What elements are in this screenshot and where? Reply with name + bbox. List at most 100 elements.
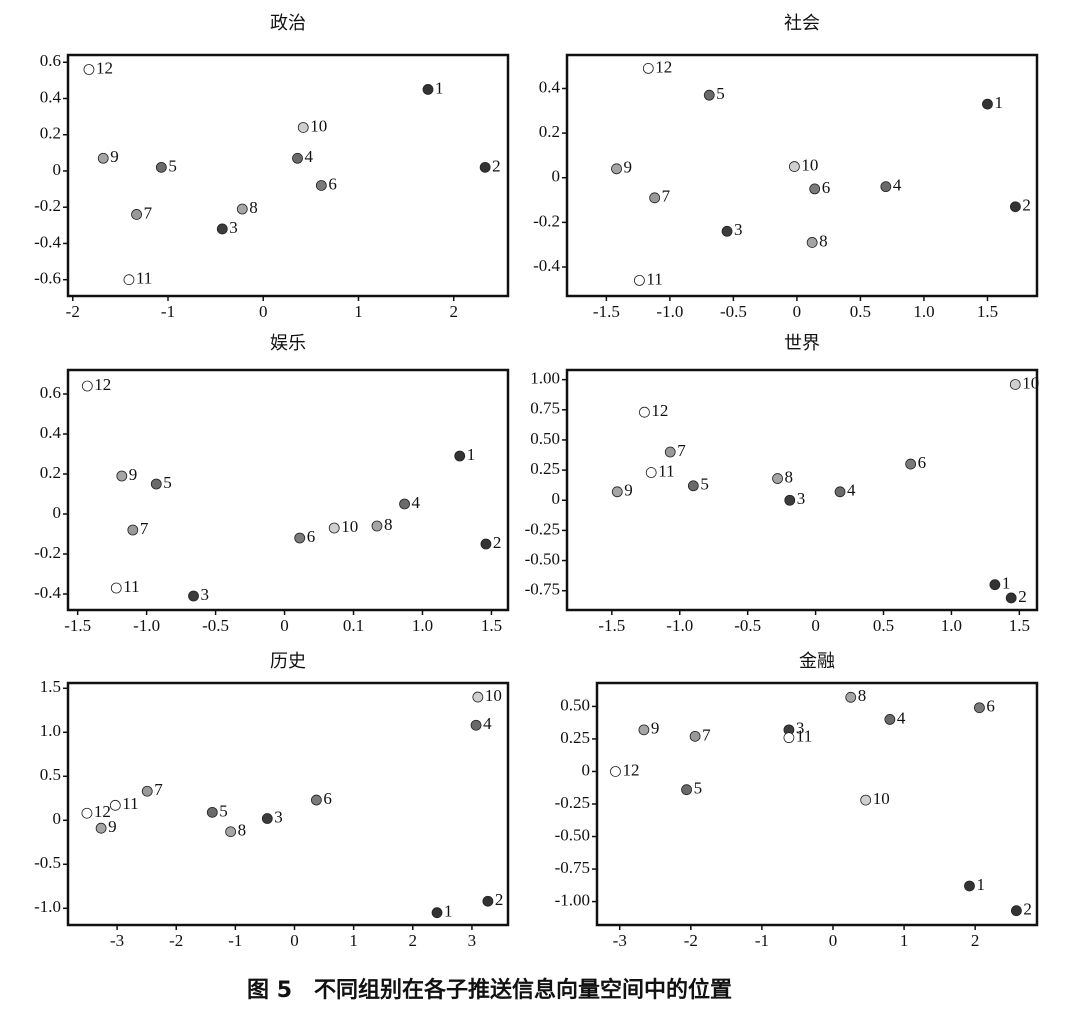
point bbox=[1005, 592, 1017, 604]
point-label: 2 bbox=[495, 890, 504, 909]
point bbox=[974, 702, 985, 714]
point-label: 10 bbox=[801, 155, 818, 174]
y-tick-label: -0.4 bbox=[533, 256, 560, 275]
point bbox=[703, 89, 715, 101]
point-label: 1 bbox=[976, 875, 985, 894]
point-label: 1 bbox=[444, 902, 453, 921]
point bbox=[880, 181, 892, 193]
point bbox=[634, 274, 645, 286]
point-label: 4 bbox=[893, 176, 902, 195]
point bbox=[638, 724, 650, 736]
point-label: 3 bbox=[796, 719, 805, 738]
chart-title: 历史 bbox=[270, 651, 306, 671]
point bbox=[371, 520, 383, 532]
y-tick-label: 0.75 bbox=[530, 399, 560, 418]
point bbox=[479, 161, 491, 173]
x-tick-label: -0.5 bbox=[734, 616, 761, 635]
point-label: 6 bbox=[307, 527, 316, 546]
point-label: 9 bbox=[108, 817, 117, 836]
point-label: 5 bbox=[219, 801, 228, 820]
point bbox=[95, 822, 107, 834]
point bbox=[472, 691, 484, 703]
y-tick-label: -0.2 bbox=[34, 543, 61, 562]
point-label: 9 bbox=[651, 719, 660, 738]
point bbox=[642, 62, 654, 74]
x-tick-label: -3 bbox=[613, 931, 627, 950]
point-label: 6 bbox=[918, 453, 927, 472]
chart-title: 社会 bbox=[784, 13, 820, 33]
point-label: 12 bbox=[655, 57, 672, 76]
point-label: 8 bbox=[858, 686, 867, 705]
point bbox=[610, 766, 621, 777]
x-tick-label: -1.0 bbox=[666, 616, 693, 635]
point bbox=[989, 579, 1001, 591]
point-label: 12 bbox=[651, 401, 668, 420]
point bbox=[83, 64, 95, 75]
point-label: 1 bbox=[1002, 574, 1011, 593]
point-label: 3 bbox=[229, 218, 238, 237]
x-tick-label: 0 bbox=[280, 616, 289, 635]
point-label: 7 bbox=[662, 187, 671, 206]
point bbox=[482, 895, 494, 907]
point bbox=[772, 473, 783, 484]
x-tick-label: -3 bbox=[110, 931, 124, 950]
point-label: 3 bbox=[734, 220, 743, 239]
x-tick-label: 1 bbox=[900, 931, 909, 950]
point-label: 7 bbox=[677, 441, 686, 460]
y-tick-label: 0.4 bbox=[539, 77, 561, 96]
point-label: 11 bbox=[646, 269, 662, 288]
x-tick-label: -1.0 bbox=[133, 616, 160, 635]
point bbox=[982, 98, 993, 110]
y-tick-label: 0.50 bbox=[530, 429, 560, 448]
point bbox=[97, 152, 109, 164]
y-tick-label: 0 bbox=[53, 503, 62, 522]
point-label: 8 bbox=[384, 515, 393, 534]
point-label: 9 bbox=[110, 147, 119, 166]
plot-frame bbox=[595, 681, 1039, 927]
y-tick-label: 0.25 bbox=[530, 459, 560, 478]
x-tick-label: -1.5 bbox=[593, 302, 620, 321]
y-tick-label: 1.5 bbox=[40, 677, 61, 696]
x-tick-label: 1.5 bbox=[481, 616, 502, 635]
y-tick-label: 0.5 bbox=[40, 765, 61, 784]
chart-title: 金融 bbox=[799, 651, 835, 671]
point bbox=[292, 152, 303, 164]
y-tick-label: -0.6 bbox=[34, 269, 61, 288]
point-label: 1 bbox=[994, 93, 1003, 112]
point bbox=[150, 478, 162, 490]
point bbox=[116, 470, 128, 482]
point bbox=[431, 907, 443, 919]
point-label: 10 bbox=[1022, 373, 1039, 392]
x-tick-label: 2 bbox=[449, 302, 458, 321]
plot-frame bbox=[66, 368, 510, 612]
x-tick-label: 1.0 bbox=[913, 302, 934, 321]
caption-text: 不同组别在各子推送信息向量空间中的位置 bbox=[314, 977, 732, 1003]
point-label: 6 bbox=[986, 697, 995, 716]
y-tick-label: -0.25 bbox=[525, 519, 560, 538]
point bbox=[454, 450, 466, 462]
point bbox=[261, 813, 273, 824]
y-tick-label: -0.25 bbox=[555, 793, 590, 812]
point bbox=[310, 794, 322, 806]
point bbox=[297, 122, 309, 133]
point bbox=[123, 274, 135, 286]
y-tick-label: -0.5 bbox=[34, 853, 61, 872]
plot-frame bbox=[565, 53, 1039, 298]
x-tick-label: 1 bbox=[354, 302, 363, 321]
y-tick-label: 0 bbox=[53, 160, 62, 179]
point bbox=[294, 532, 306, 544]
y-tick-label: -0.50 bbox=[525, 549, 560, 568]
point bbox=[784, 494, 796, 506]
x-tick-label: 3 bbox=[468, 931, 477, 950]
y-tick-label: 0.50 bbox=[560, 695, 590, 714]
point bbox=[1009, 379, 1021, 390]
point bbox=[645, 467, 657, 478]
x-tick-label: -1.0 bbox=[656, 302, 683, 321]
y-tick-label: -0.75 bbox=[555, 858, 590, 877]
x-tick-label: 1.5 bbox=[977, 302, 998, 321]
x-tick-label: -2 bbox=[169, 931, 183, 950]
y-tick-label: 0 bbox=[552, 489, 561, 508]
y-tick-label: 1.0 bbox=[40, 721, 61, 740]
plot-frame bbox=[66, 53, 510, 298]
